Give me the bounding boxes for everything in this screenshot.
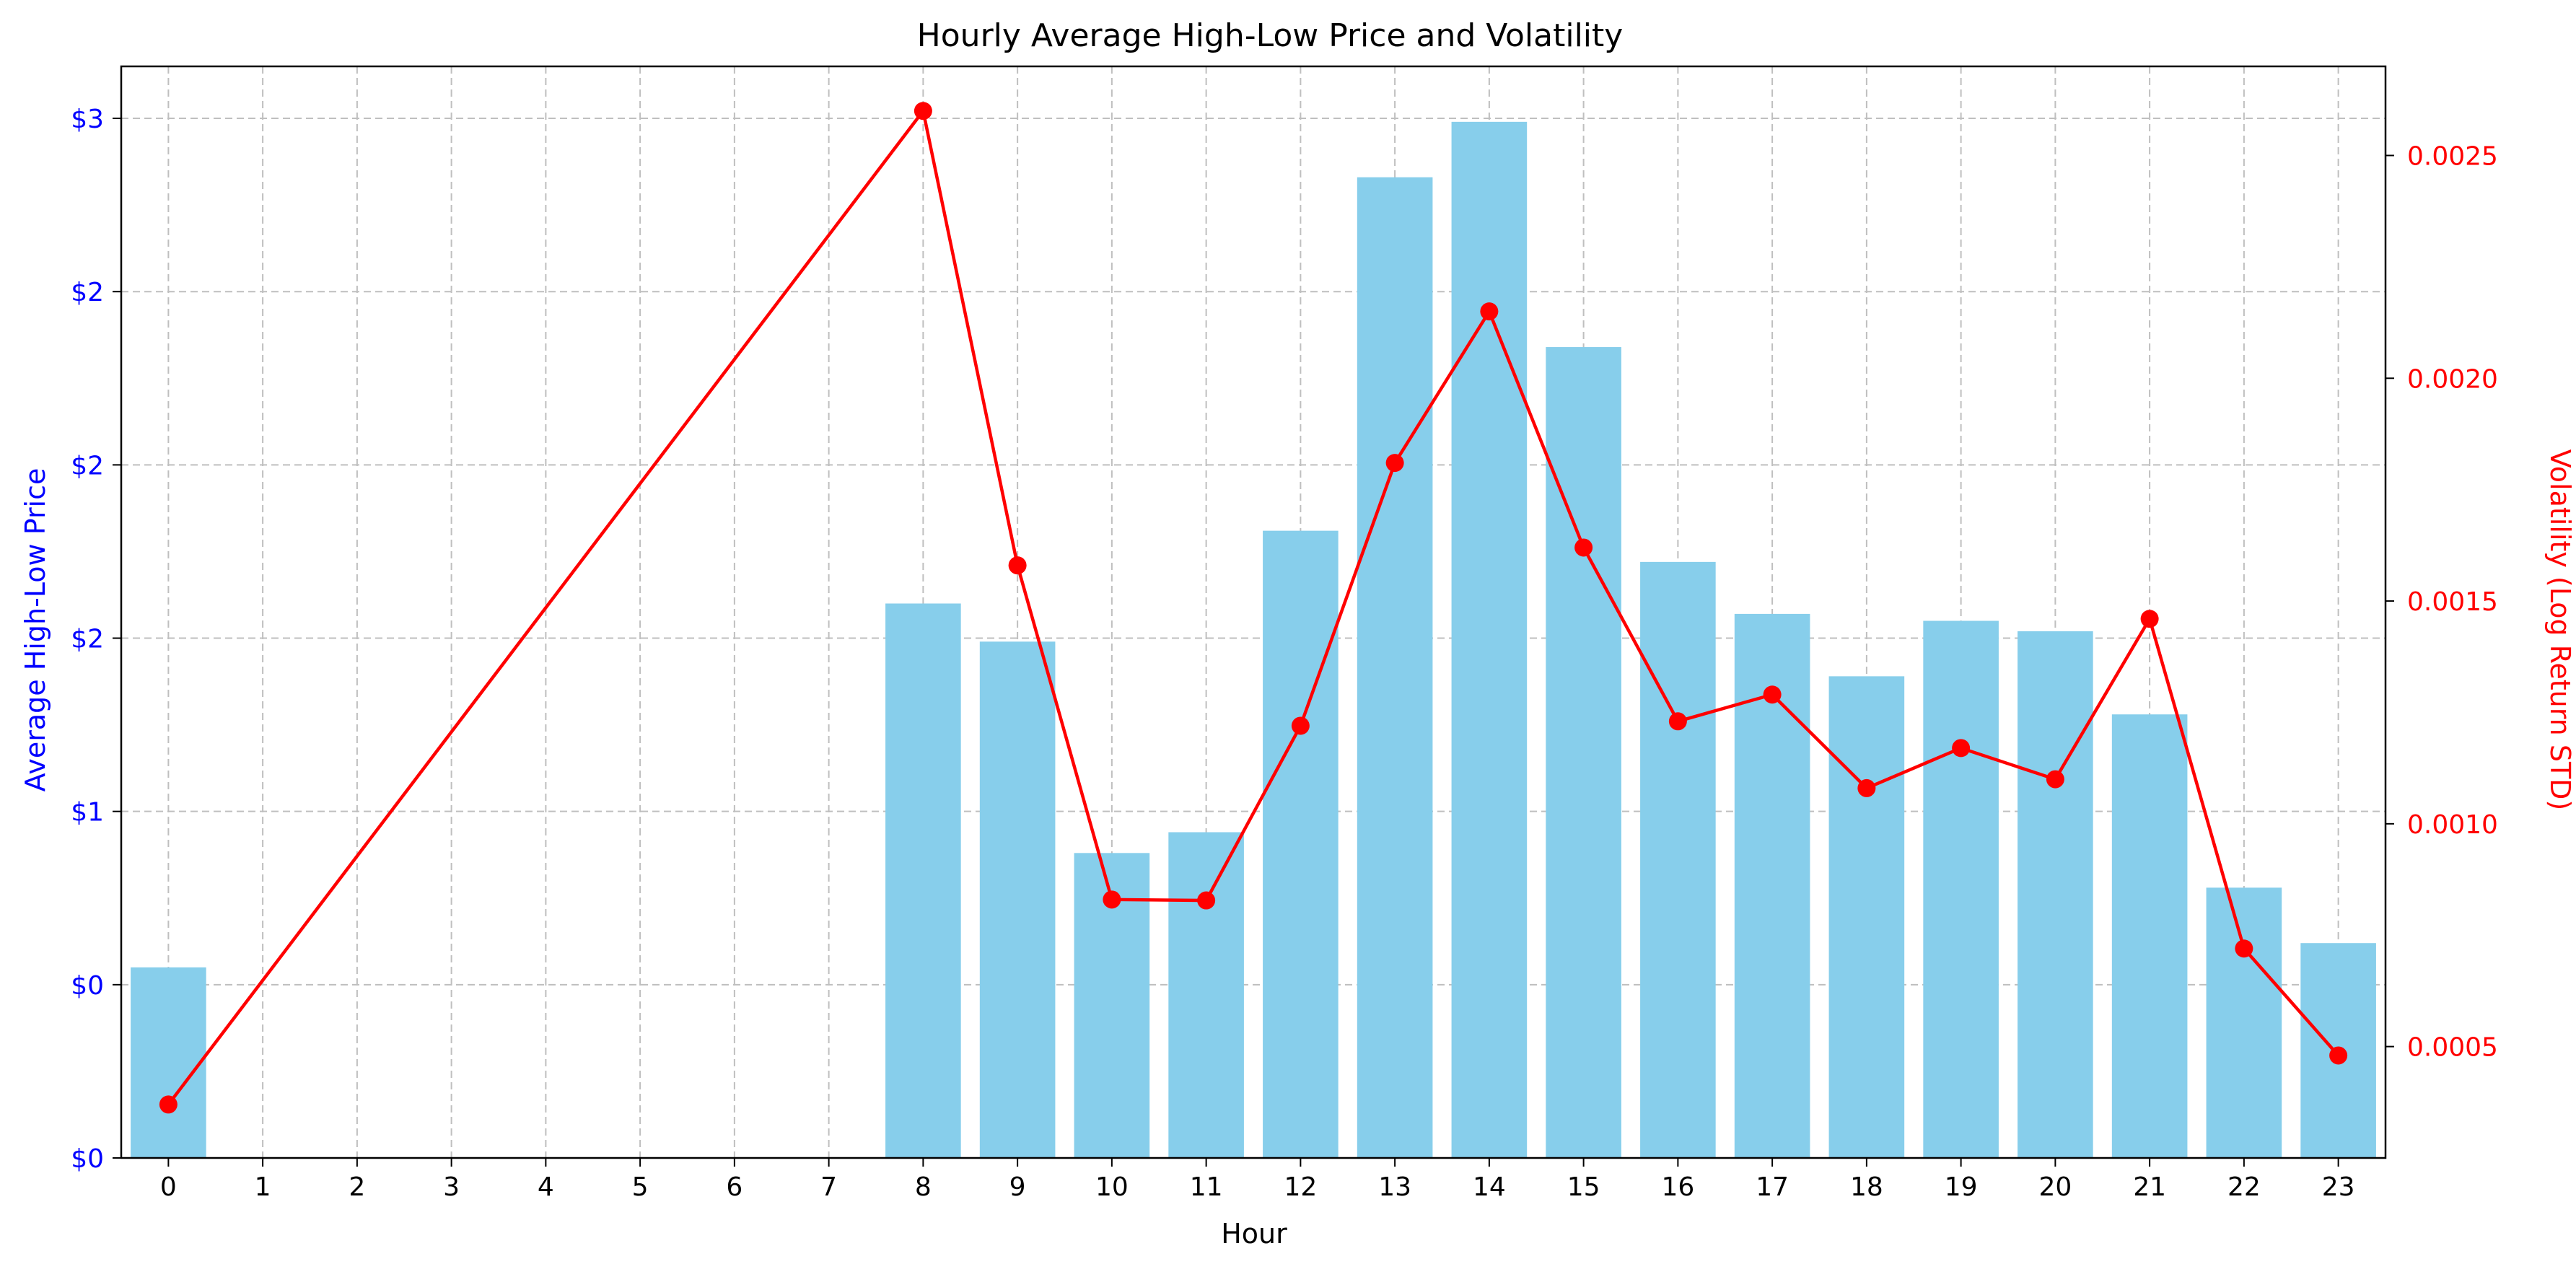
bar xyxy=(1168,832,1244,1158)
line-point xyxy=(1291,716,1310,735)
y-tick-label: $2 xyxy=(71,625,104,654)
line-point xyxy=(159,1095,178,1114)
bar-series xyxy=(131,121,2376,1159)
x-tick-label: 6 xyxy=(726,1172,742,1202)
y2-tick-label: 0.0005 xyxy=(2407,1033,2498,1063)
x-tick-label: 11 xyxy=(1190,1172,1223,1202)
x-tick-label: 18 xyxy=(1850,1172,1883,1202)
bar xyxy=(1828,676,1905,1158)
line-point xyxy=(2046,770,2064,789)
bar xyxy=(1357,177,1433,1159)
x-tick-label: 9 xyxy=(1009,1172,1026,1202)
x-tick-label: 10 xyxy=(1095,1172,1129,1202)
plot-frame xyxy=(120,65,2387,1159)
bar xyxy=(2111,714,2188,1158)
line-point xyxy=(1008,556,1027,575)
bar xyxy=(1640,561,1716,1158)
line-point xyxy=(2235,939,2253,958)
line-point xyxy=(1857,778,1876,797)
x-tick-label: 0 xyxy=(160,1172,177,1202)
bar xyxy=(131,967,206,1158)
x-tick-label: 17 xyxy=(1756,1172,1789,1202)
y2-tick-label: 0.0010 xyxy=(2407,810,2498,840)
chart-title: Hourly Average High-Low Price and Volati… xyxy=(917,17,1624,54)
y2-tick-label: 0.0015 xyxy=(2407,587,2498,617)
x-tick-label: 1 xyxy=(255,1172,271,1202)
line-point xyxy=(1952,739,1971,758)
volatility-line xyxy=(167,107,2340,1106)
line-point xyxy=(1197,891,1216,910)
y-tick-label: $0 xyxy=(71,1144,104,1174)
line-point xyxy=(2329,1046,2348,1065)
x-tick-label: 20 xyxy=(2038,1172,2072,1202)
x-tick-label: 3 xyxy=(443,1172,460,1202)
line-series xyxy=(159,102,2348,1114)
x-tick-label: 22 xyxy=(2227,1172,2261,1202)
line-point xyxy=(1480,302,1499,321)
y-tick-label: $0 xyxy=(71,971,104,1001)
y-tick-label: $1 xyxy=(71,798,104,828)
x-tick-label: 4 xyxy=(538,1172,554,1202)
x-tick-label: 7 xyxy=(820,1172,837,1202)
x-tick-label: 15 xyxy=(1567,1172,1600,1202)
y-axis-label: Average High-Low Price xyxy=(19,468,51,792)
axes: 0 1 2 3 4 5 6 7 8 9 10 11 12 13 14 15 16 17 18 19 20 21 22 23$0… xyxy=(71,65,2498,1202)
line-point xyxy=(2140,610,2159,628)
bar xyxy=(885,603,961,1158)
x-tick-label: 14 xyxy=(1473,1172,1506,1202)
x-tick-label: 16 xyxy=(1661,1172,1694,1202)
y-tick-label: $2 xyxy=(71,278,104,307)
x-tick-label: 21 xyxy=(2133,1172,2166,1202)
y-tick-label: $3 xyxy=(71,105,104,134)
bar xyxy=(1263,530,1339,1158)
bar xyxy=(1923,620,1999,1158)
x-tick-label: 23 xyxy=(2322,1172,2355,1202)
line-point xyxy=(1103,890,1121,909)
line-point xyxy=(1668,712,1687,731)
x-tick-label: 5 xyxy=(632,1172,649,1202)
bar xyxy=(1451,121,1528,1158)
y2-tick-label: 0.0025 xyxy=(2407,142,2498,172)
x-tick-label: 19 xyxy=(1945,1172,1978,1202)
line-point xyxy=(914,102,932,120)
x-tick-label: 13 xyxy=(1378,1172,1411,1202)
y-tick-label: $2 xyxy=(71,451,104,480)
line-point xyxy=(1574,538,1593,557)
y2-tick-label: 0.0020 xyxy=(2407,364,2498,394)
x-tick-label: 12 xyxy=(1284,1172,1317,1202)
bar xyxy=(1734,613,1810,1158)
bar xyxy=(1546,347,1621,1158)
y2-axis-label: Volatility (Log Return STD) xyxy=(2544,449,2576,811)
line-point xyxy=(1385,454,1404,473)
x-tick-label: 8 xyxy=(915,1172,932,1202)
x-tick-label: 2 xyxy=(349,1172,365,1202)
bar xyxy=(2206,887,2282,1158)
bar xyxy=(979,641,1056,1158)
bar xyxy=(2018,631,2093,1158)
line-point xyxy=(1763,685,1782,704)
x-axis-label: Hour xyxy=(1221,1218,1287,1250)
